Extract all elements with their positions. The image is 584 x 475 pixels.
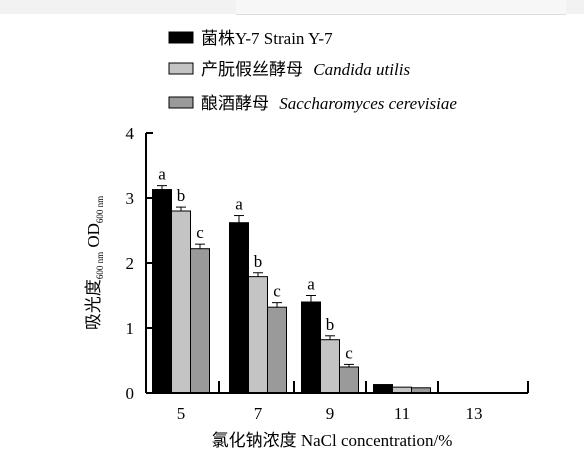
x-tick-label-13: 13 <box>466 404 483 423</box>
bar-s3-9 <box>339 366 359 394</box>
bar-s1-9 <box>301 301 321 394</box>
significance-label-s1-5: a <box>158 165 166 184</box>
significance-label-s1-7: a <box>235 195 243 214</box>
x-tick-label-5: 5 <box>177 404 186 423</box>
bar-s2-5 <box>171 210 191 394</box>
y-tick-label-3: 3 <box>126 189 135 208</box>
significance-label-s2-9: b <box>326 315 335 334</box>
window-top-strip <box>0 0 584 15</box>
legend-label-1: 菌株Y-7 Strain Y-7 <box>201 29 333 48</box>
significance-label-s2-5: b <box>177 186 186 205</box>
significance-label-s3-5: c <box>196 223 204 242</box>
x-tick-label-11: 11 <box>394 404 410 423</box>
x-axis-label: 氯化钠浓度 NaCl concentration/% <box>212 431 453 450</box>
bar-s3-7 <box>267 306 287 394</box>
y-tick-label-1: 1 <box>126 319 135 338</box>
significance-label-s1-9: a <box>307 275 315 294</box>
window-top-panel <box>236 0 566 15</box>
legend-label-3: 酿酒酵母 Saccharomyces cerevisiae <box>201 94 457 113</box>
y-tick-label-4: 4 <box>126 124 135 143</box>
bar-s1-5 <box>152 189 172 394</box>
significance-label-s2-7: b <box>254 252 263 271</box>
bar-s1-11 <box>373 384 393 394</box>
legend-swatch-1 <box>168 31 194 44</box>
bar-s2-7 <box>248 276 268 394</box>
legend-swatch-2 <box>168 62 194 75</box>
x-tick-label-7: 7 <box>254 404 263 423</box>
bar-s1-7 <box>229 222 249 394</box>
legend-label-2: 产朊假丝酵母 Candida utilis <box>201 60 410 79</box>
y-tick-label-0: 0 <box>126 384 135 403</box>
bar-s2-9 <box>320 339 340 394</box>
legend-swatch-3 <box>168 96 194 109</box>
bar-s3-5 <box>190 248 210 394</box>
y-tick-label-2: 2 <box>126 254 135 273</box>
significance-label-s3-9: c <box>345 343 353 362</box>
x-tick-label-9: 9 <box>326 404 335 423</box>
significance-label-s3-7: c <box>273 282 281 301</box>
y-axis-label: 吸光度600 nm OD600 nm <box>84 196 105 330</box>
